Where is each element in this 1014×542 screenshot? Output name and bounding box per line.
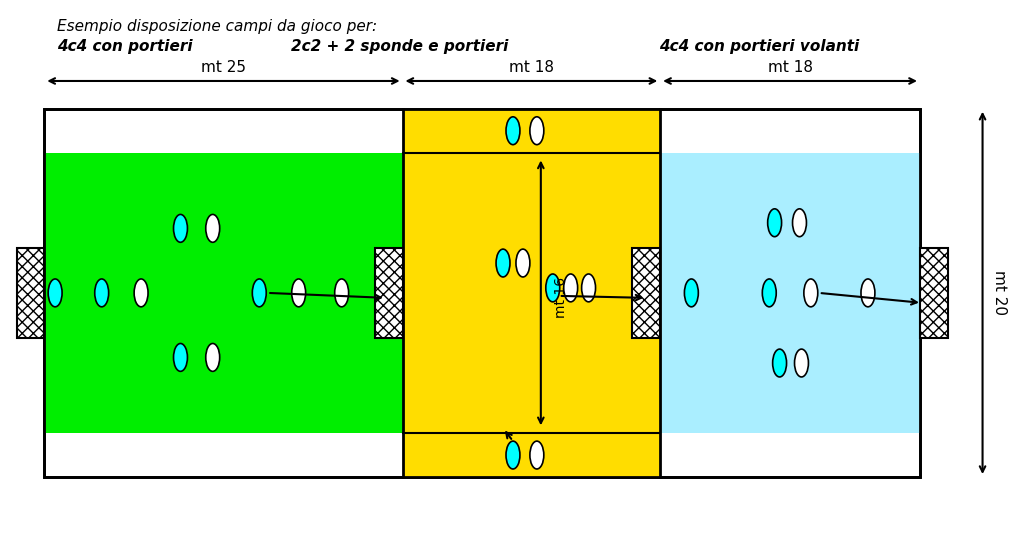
Bar [660,153,920,433]
Text: mt 18: mt 18 [509,60,554,75]
Ellipse shape [530,441,544,469]
Text: 2c2 + 2 sponde e portieri: 2c2 + 2 sponde e portieri [291,39,508,54]
Ellipse shape [795,349,808,377]
Ellipse shape [564,274,578,302]
Text: mt 20: mt 20 [993,270,1008,315]
Ellipse shape [516,249,530,277]
Ellipse shape [861,279,875,307]
Bar [403,109,660,477]
Bar [45,109,920,477]
Ellipse shape [206,215,220,242]
Ellipse shape [684,279,699,307]
Ellipse shape [48,279,62,307]
Bar [16,248,45,338]
Text: Esempio disposizione campi da gioco per:: Esempio disposizione campi da gioco per: [58,20,377,34]
Text: mt 16: mt 16 [554,278,568,318]
Bar [633,248,660,338]
Ellipse shape [506,441,520,469]
Ellipse shape [173,344,188,371]
Ellipse shape [94,279,108,307]
Bar [45,109,920,477]
Ellipse shape [335,279,349,307]
Ellipse shape [506,117,520,145]
Ellipse shape [768,209,782,237]
Text: 4c4 con portieri: 4c4 con portieri [58,39,193,54]
Text: mt 25: mt 25 [201,60,246,75]
Ellipse shape [793,209,806,237]
Bar [375,248,403,338]
Ellipse shape [582,274,595,302]
Ellipse shape [763,279,777,307]
Bar [920,248,948,338]
Ellipse shape [804,279,817,307]
Bar [45,153,403,433]
Text: mt 18: mt 18 [768,60,812,75]
Ellipse shape [773,349,787,377]
Ellipse shape [206,344,220,371]
Ellipse shape [134,279,148,307]
Ellipse shape [530,117,544,145]
Ellipse shape [173,215,188,242]
Ellipse shape [546,274,560,302]
Ellipse shape [496,249,510,277]
Text: 4c4 con portieri volanti: 4c4 con portieri volanti [659,39,860,54]
Ellipse shape [252,279,267,307]
Ellipse shape [292,279,305,307]
